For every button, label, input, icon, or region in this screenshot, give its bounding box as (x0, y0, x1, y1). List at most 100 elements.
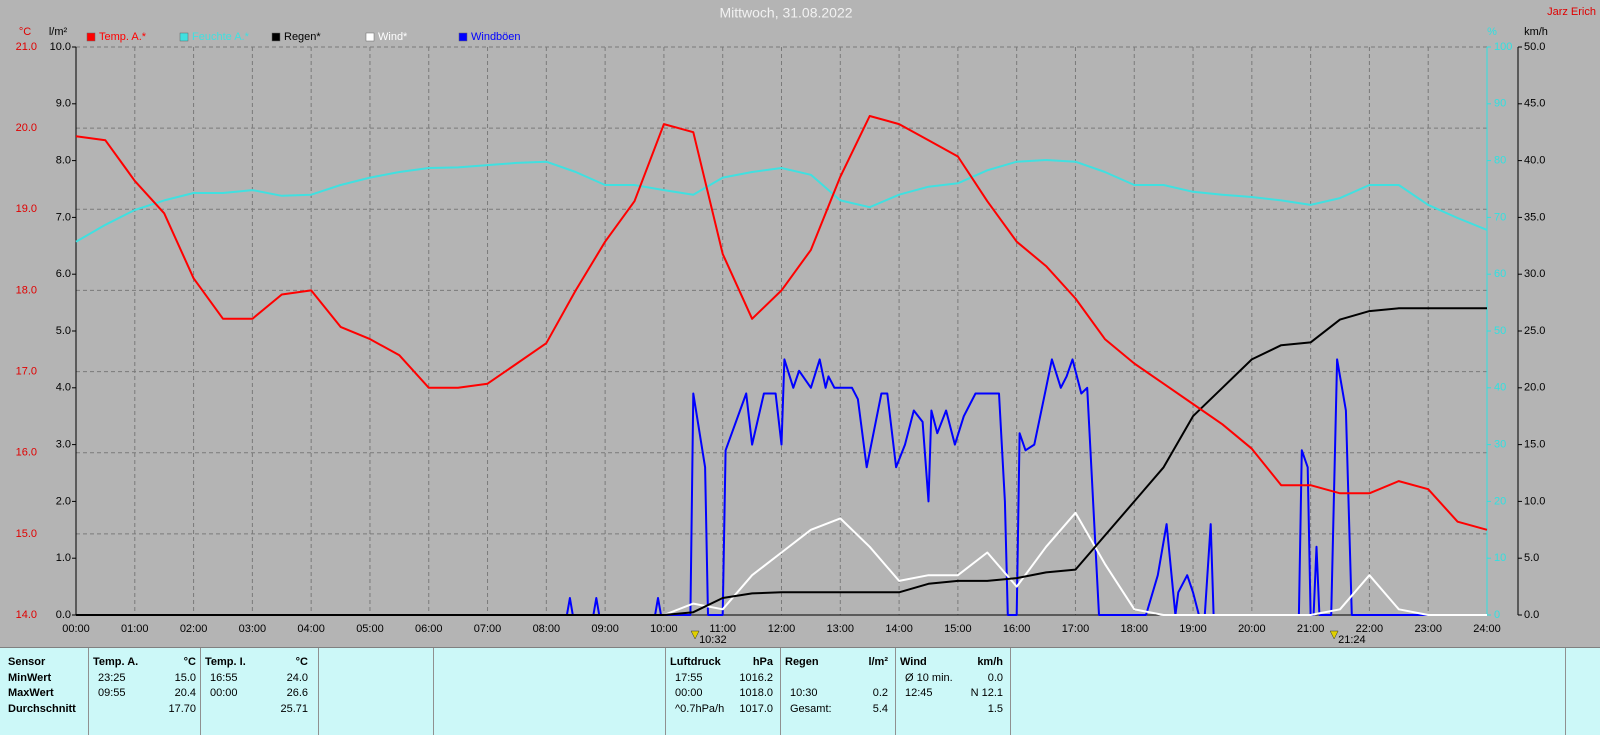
y4-tick-label: 35.0 (1524, 211, 1545, 223)
event-marker (690, 630, 700, 640)
cell-value: 1017.0 (739, 703, 773, 715)
row-label: MaxWert (8, 687, 54, 699)
cell-value: 25.71 (280, 703, 308, 715)
group-title: Regen (785, 656, 819, 668)
y4-tick-label: 30.0 (1524, 268, 1545, 280)
y2-tick-label: 3.0 (56, 439, 71, 451)
author: Jarz Erich (1547, 6, 1596, 18)
x-tick-label: 19:00 (1179, 623, 1207, 635)
x-tick-label: 17:00 (1062, 623, 1090, 635)
series-line (76, 358, 1487, 616)
separator (318, 648, 319, 735)
y3-tick-label: 70 (1494, 211, 1506, 223)
y2-tick-label: 2.0 (56, 495, 71, 507)
y3-tick-label: 40 (1494, 382, 1506, 394)
y3-tick-label: 50 (1494, 325, 1506, 337)
y3-tick-label: 60 (1494, 268, 1506, 280)
y3-tick-label: 10 (1494, 552, 1506, 564)
separator (665, 648, 666, 735)
group-unit: hPa (752, 656, 773, 668)
y-tick-label: 19.0 (16, 203, 37, 215)
cell-value: 1018.0 (739, 687, 773, 699)
group-unit: °C (295, 656, 308, 668)
y2-tick-label: 8.0 (56, 155, 71, 167)
y3-tick-label: 20 (1494, 495, 1506, 507)
y4-tick-label: 0.0 (1524, 609, 1539, 621)
cell-time: 17:55 (675, 672, 703, 684)
summary-table: Sensor MinWert MaxWert Durchschnitt Temp. A.… (0, 647, 1600, 735)
y-tick-label: 15.0 (16, 528, 37, 540)
y-tick-label: 18.0 (16, 284, 37, 296)
cell-time: 23:25 (98, 672, 126, 684)
cell-time: 10:30 (790, 687, 818, 699)
event-label: 21:24 (1338, 634, 1366, 646)
group-title: Luftdruck (670, 656, 721, 668)
cell-value: 24.0 (286, 672, 308, 684)
cell-time: 12:45 (905, 687, 933, 699)
y3-tick-label: 100 (1494, 41, 1512, 53)
cell-time: Ø 10 min. (905, 672, 953, 684)
y2-axis-unit: l/m² (49, 26, 68, 38)
y4-tick-label: 45.0 (1524, 98, 1545, 110)
event-marker (1329, 630, 1339, 640)
y4-tick-label: 5.0 (1524, 552, 1539, 564)
y-tick-label: 14.0 (16, 609, 37, 621)
group-title: Wind (900, 656, 927, 668)
y-tick-label: 20.0 (16, 122, 37, 134)
cell-value: 5.4 (872, 703, 888, 715)
x-tick-label: 04:00 (297, 623, 325, 635)
y4-tick-label: 25.0 (1524, 325, 1545, 337)
y4-tick-label: 15.0 (1524, 439, 1545, 451)
cell-value: 0.0 (987, 672, 1003, 684)
legend-swatch (179, 32, 189, 42)
row-label: MinWert (8, 672, 52, 684)
y-axis-unit: °C (19, 26, 31, 38)
cell-time: 16:55 (210, 672, 238, 684)
x-tick-label: 15:00 (944, 623, 972, 635)
separator (780, 648, 781, 735)
y4-tick-label: 50.0 (1524, 41, 1545, 53)
row-label: Durchschnitt (8, 703, 76, 715)
x-tick-label: 11:00 (709, 623, 736, 635)
legend-label: Wind* (378, 31, 408, 43)
cell-time: 09:55 (98, 687, 126, 699)
x-tick-label: 23:00 (1414, 623, 1442, 635)
cell-time: Gesamt: (790, 703, 832, 715)
cell-value: 0.2 (872, 687, 888, 699)
chart: Mittwoch, 31.08.2022 Jarz Erich °C l/m² … (16, 5, 1596, 646)
cell-value: 15.0 (174, 672, 196, 684)
x-tick-label: 12:00 (768, 623, 796, 635)
y2-tick-label: 7.0 (56, 211, 71, 223)
y4-tick-label: 10.0 (1524, 495, 1545, 507)
x-tick-label: 08:00 (533, 623, 561, 635)
cell-time: 00:00 (210, 687, 238, 699)
x-tick-label: 02:00 (180, 623, 208, 635)
cell-value: 1016.2 (739, 672, 773, 684)
y4-axis-unit: km/h (1524, 26, 1548, 38)
legend-swatch (86, 32, 96, 42)
x-tick-label: 14:00 (885, 623, 913, 635)
group-unit: l/m² (868, 656, 888, 668)
chart-title: Mittwoch, 31.08.2022 (719, 5, 852, 21)
y2-tick-label: 9.0 (56, 98, 71, 110)
y4-tick-label: 40.0 (1524, 155, 1545, 167)
x-tick-label: 21:00 (1297, 623, 1325, 635)
y3-tick-label: 0 (1494, 609, 1500, 621)
separator (895, 648, 896, 735)
x-tick-label: 22:00 (1356, 623, 1384, 635)
x-tick-label: 16:00 (1003, 623, 1031, 635)
legend-swatch (365, 32, 375, 42)
y2-tick-label: 5.0 (56, 325, 71, 337)
separator (1010, 648, 1011, 735)
series-line (75, 159, 1488, 243)
group-title: Temp. A. (93, 656, 139, 668)
legend-label: Windböen (471, 31, 521, 43)
separator (88, 648, 89, 735)
series-line (75, 115, 1488, 531)
x-tick-label: 09:00 (591, 623, 619, 635)
y4-tick-label: 20.0 (1524, 382, 1545, 394)
x-tick-label: 00:00 (62, 623, 90, 635)
cell-time: 00:00 (675, 687, 703, 699)
group-unit: km/h (977, 656, 1003, 668)
